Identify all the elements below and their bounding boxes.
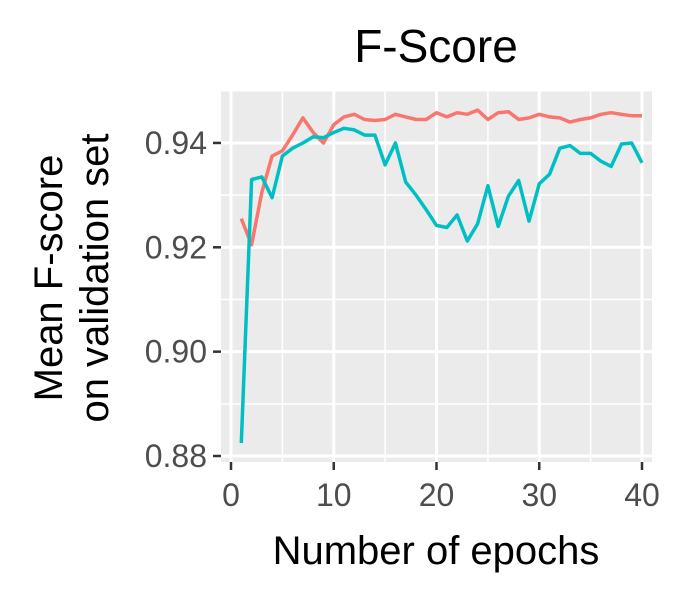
y-tick-label: 0.90 xyxy=(145,334,207,370)
y-axis-title-line-2: on validation set xyxy=(73,133,117,422)
x-axis-title: Number of epochs xyxy=(273,529,600,573)
major-gridlines xyxy=(221,90,652,462)
x-tick-label: 20 xyxy=(419,477,455,513)
chart-title: F-Score xyxy=(354,20,518,72)
series-lines xyxy=(239,108,644,444)
x-tick-label: 0 xyxy=(222,477,240,513)
x-tick-label: 40 xyxy=(624,477,660,513)
series-line-2 xyxy=(239,126,644,444)
y-tick-label: 0.88 xyxy=(145,438,207,474)
series-line-1 xyxy=(239,108,642,247)
x-tick-label: 30 xyxy=(521,477,557,513)
y-axis: 0.88 0.90 0.92 0.94 xyxy=(145,125,221,474)
y-tick-label: 0.94 xyxy=(145,125,207,161)
x-axis: 0 10 20 30 40 xyxy=(222,462,660,513)
y-axis-title-line-1: Mean F-score xyxy=(27,155,71,402)
y-axis-title: Mean F-score on validation set xyxy=(27,133,117,422)
x-tick-label: 10 xyxy=(316,477,352,513)
y-tick-label: 0.92 xyxy=(145,229,207,265)
